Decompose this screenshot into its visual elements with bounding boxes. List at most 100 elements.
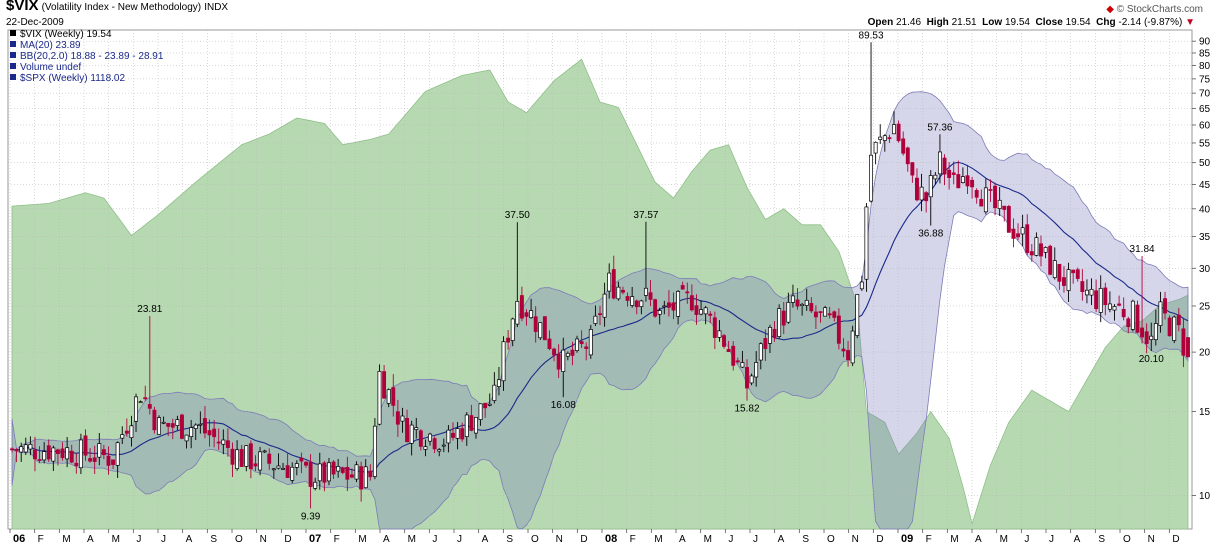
candle-body	[501, 341, 506, 382]
candle-body	[859, 281, 864, 290]
candle-body	[78, 439, 83, 469]
y-tick-label: 25	[1199, 301, 1211, 312]
candle-body	[202, 418, 207, 434]
candle-body	[235, 449, 240, 470]
x-tick-label: O	[531, 534, 539, 545]
stockcharts-logo[interactable]: ◆ © StockCharts.com	[1106, 4, 1203, 15]
candle-body	[630, 296, 635, 306]
candle-body	[892, 124, 896, 135]
x-tick-label: M	[704, 534, 712, 545]
x-tick-label: F	[334, 534, 340, 545]
candle-body	[23, 444, 28, 453]
x-tick-label: J	[161, 534, 166, 545]
candle-body	[717, 330, 722, 338]
candle-body	[1149, 335, 1154, 340]
x-tick-label: M	[950, 534, 958, 545]
candle-body	[354, 464, 359, 480]
x-tick-label: S	[210, 534, 217, 545]
candle-body	[956, 174, 961, 189]
candle-body	[1181, 328, 1186, 356]
candle-body	[993, 185, 998, 209]
chart-title: $VIX (Volatility Index - New Methodology…	[6, 0, 228, 14]
y-tick-label: 15	[1199, 407, 1211, 418]
candle-body	[1158, 301, 1163, 326]
candle-body	[258, 451, 263, 471]
candle-body	[887, 137, 892, 140]
candle-body	[1066, 269, 1071, 291]
candle-body	[846, 350, 851, 361]
candle-body	[111, 459, 116, 465]
logo-text: © StockCharts.com	[1116, 4, 1203, 15]
x-tick-label: J	[457, 534, 462, 545]
candle-body	[974, 190, 979, 198]
x-tick-label: O	[827, 534, 835, 545]
symbol-name: (Volatility Index - New Methodology)	[41, 2, 202, 13]
candle-body	[1103, 287, 1108, 306]
candle-body	[809, 303, 814, 312]
x-tick-label: A	[482, 534, 489, 545]
candle-body	[157, 417, 161, 435]
annotation-label: 20.10	[1139, 354, 1164, 365]
chg-value: -2.14 (-9.87%)	[1118, 17, 1183, 28]
candle-body	[873, 141, 878, 154]
candle-body	[1020, 227, 1025, 235]
candle-body	[65, 447, 70, 460]
candle-body	[836, 315, 841, 344]
candle-body	[225, 440, 230, 448]
candle-body	[336, 466, 341, 472]
candle-body	[598, 313, 602, 316]
candle-body	[538, 322, 543, 339]
candle-body	[653, 299, 658, 317]
candle-body	[405, 418, 410, 443]
candle-body	[933, 174, 938, 180]
legend-entry: $VIX (Weekly) 19.54	[20, 29, 112, 40]
candle-body	[492, 384, 497, 401]
candle-body	[28, 444, 33, 450]
candle-body	[795, 299, 800, 307]
candle-body	[1153, 323, 1158, 340]
annotation-label: 37.50	[505, 210, 530, 221]
candle-body	[304, 461, 308, 466]
candle-body	[496, 379, 501, 387]
candle-body	[593, 315, 598, 324]
legend-entry: MA(20) 23.89	[20, 40, 81, 51]
candle-body	[161, 421, 166, 424]
candle-body	[685, 291, 690, 294]
candle-body	[1167, 317, 1172, 337]
high-value: 21.51	[951, 17, 977, 28]
candle-body	[428, 433, 432, 442]
candle-body	[19, 446, 24, 453]
candle-body	[1062, 277, 1066, 286]
candle-body	[781, 310, 786, 326]
candle-body	[193, 424, 198, 429]
candle-body	[147, 404, 152, 409]
candle-body	[735, 360, 740, 363]
candle-body	[1084, 289, 1089, 296]
candle-body	[666, 302, 671, 308]
candle-body	[841, 348, 846, 352]
candle-body	[575, 338, 579, 351]
open-label: Open	[867, 17, 894, 28]
close-value: 19.54	[1065, 17, 1091, 28]
y-tick-label: 90	[1199, 37, 1211, 48]
candle-body	[276, 465, 281, 469]
y-tick-label: 10	[1199, 491, 1211, 502]
candle-body	[731, 345, 736, 366]
candle-body	[960, 176, 965, 183]
annotation-label: 36.88	[918, 229, 943, 240]
candle-body	[1117, 303, 1122, 306]
candle-body	[1107, 303, 1112, 310]
candle-body	[464, 414, 469, 437]
candle-body	[915, 177, 919, 201]
candle-body	[671, 302, 676, 311]
x-tick-label: F	[926, 534, 932, 545]
candle-body	[345, 467, 350, 480]
candle-body	[621, 289, 625, 293]
candle-body	[400, 415, 405, 422]
candle-body	[281, 468, 285, 470]
candle-body	[423, 446, 428, 450]
x-tick-label: O	[1123, 534, 1131, 545]
candle-body	[253, 463, 258, 467]
candle-body	[1071, 269, 1076, 274]
